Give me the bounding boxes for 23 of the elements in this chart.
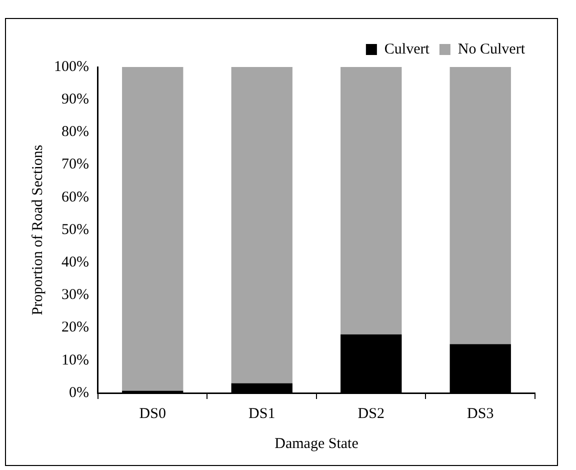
bar <box>450 67 511 344</box>
legend-label: No Culvert <box>458 41 526 58</box>
y-tick-label: 100% <box>54 58 89 75</box>
x-tick-label: DS2 <box>358 406 384 422</box>
x-axis-title: Damage State <box>274 436 359 452</box>
y-tick-label: 20% <box>61 320 89 336</box>
y-axis-title: Proportion of Road Sections <box>30 144 46 316</box>
x-tick-label: DS1 <box>248 406 276 422</box>
y-tick-label: 60% <box>61 189 89 206</box>
x-tick-label: DS3 <box>467 406 494 422</box>
bar <box>340 67 402 334</box>
legend-label: Culvert <box>384 41 430 58</box>
y-tick-label: 40% <box>61 254 89 271</box>
bar <box>122 67 184 391</box>
y-tick-label: 0% <box>68 384 89 401</box>
y-tick-label: 50% <box>61 222 89 238</box>
y-tick-label: 90% <box>61 92 89 108</box>
y-tick-label: 70% <box>61 156 89 173</box>
y-tick-label: 30% <box>61 287 89 304</box>
x-tick-label: DS0 <box>139 406 166 422</box>
y-tick-label: 80% <box>61 124 89 140</box>
y-tick-label: 10% <box>61 352 89 368</box>
bar <box>231 67 292 384</box>
